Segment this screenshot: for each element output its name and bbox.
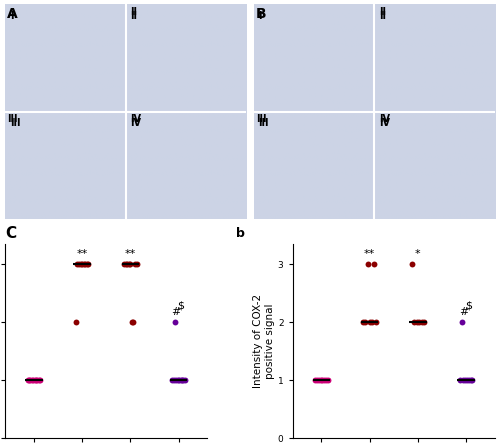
- Point: [461, 376, 469, 384]
- Text: IV: IV: [379, 114, 390, 124]
- Point: [35, 376, 43, 384]
- Point: [316, 376, 324, 384]
- Point: [368, 318, 376, 325]
- Text: IV: IV: [130, 118, 141, 128]
- Point: [170, 376, 177, 384]
- Point: [466, 376, 474, 384]
- Point: [120, 261, 128, 268]
- Point: [311, 376, 319, 384]
- Text: b: b: [236, 227, 244, 240]
- Point: [30, 376, 38, 384]
- Point: [123, 261, 131, 268]
- Point: [468, 376, 476, 384]
- Point: [78, 261, 86, 268]
- Point: [24, 376, 32, 384]
- Point: [72, 318, 80, 325]
- Point: [370, 261, 378, 268]
- Text: B: B: [256, 7, 266, 21]
- Point: [456, 376, 464, 384]
- Point: [174, 376, 182, 384]
- Point: [181, 376, 189, 384]
- Point: [364, 261, 372, 268]
- Point: [132, 261, 140, 268]
- Text: A: A: [8, 7, 18, 21]
- Point: [324, 376, 332, 384]
- Point: [313, 376, 321, 384]
- Point: [130, 318, 138, 325]
- Point: [28, 376, 36, 384]
- Point: [172, 376, 180, 384]
- Text: IV: IV: [379, 118, 390, 128]
- Point: [171, 318, 179, 325]
- Text: *: *: [415, 249, 420, 259]
- Text: I: I: [258, 11, 262, 21]
- Text: II: II: [130, 11, 138, 21]
- Point: [76, 261, 84, 268]
- Text: C: C: [5, 226, 16, 241]
- Point: [32, 376, 40, 384]
- Point: [34, 376, 42, 384]
- Point: [420, 318, 428, 325]
- Point: [418, 318, 426, 325]
- Text: #: #: [172, 308, 181, 317]
- Point: [84, 261, 92, 268]
- Text: II: II: [130, 7, 138, 17]
- Text: III: III: [10, 118, 20, 128]
- Point: [125, 261, 133, 268]
- Point: [126, 261, 134, 268]
- Text: #: #: [459, 308, 468, 317]
- Y-axis label: Intensity of COX-2
positive signal: Intensity of COX-2 positive signal: [254, 294, 275, 388]
- Point: [463, 376, 471, 384]
- Point: [178, 376, 186, 384]
- Text: IV: IV: [130, 114, 141, 124]
- Text: **: **: [124, 249, 136, 259]
- Point: [412, 318, 420, 325]
- Point: [74, 261, 82, 268]
- Text: $: $: [465, 300, 472, 311]
- Point: [180, 376, 188, 384]
- Point: [176, 376, 184, 384]
- Point: [29, 376, 37, 384]
- Text: II: II: [379, 7, 386, 17]
- Text: III: III: [8, 114, 18, 124]
- Point: [360, 318, 368, 325]
- Text: $: $: [178, 300, 184, 311]
- Text: I: I: [10, 11, 14, 21]
- Point: [176, 376, 184, 384]
- Point: [322, 376, 330, 384]
- Point: [168, 376, 176, 384]
- Point: [75, 261, 83, 268]
- Point: [415, 318, 423, 325]
- Point: [372, 318, 380, 325]
- Point: [36, 376, 44, 384]
- Point: [410, 318, 418, 325]
- Point: [26, 376, 34, 384]
- Point: [362, 318, 370, 325]
- Text: **: **: [76, 249, 88, 259]
- Text: II: II: [379, 11, 386, 21]
- Text: III: III: [256, 114, 266, 124]
- Point: [366, 318, 374, 325]
- Point: [460, 376, 468, 384]
- Point: [408, 261, 416, 268]
- Point: [458, 318, 466, 325]
- Text: **: **: [364, 249, 376, 259]
- Point: [82, 261, 90, 268]
- Point: [318, 376, 326, 384]
- Text: III: III: [258, 118, 269, 128]
- Point: [465, 376, 473, 384]
- Point: [320, 376, 328, 384]
- Point: [128, 318, 136, 325]
- Point: [131, 261, 139, 268]
- Point: [80, 261, 88, 268]
- Point: [25, 376, 33, 384]
- Point: [83, 261, 91, 268]
- Point: [315, 376, 323, 384]
- Point: [122, 261, 130, 268]
